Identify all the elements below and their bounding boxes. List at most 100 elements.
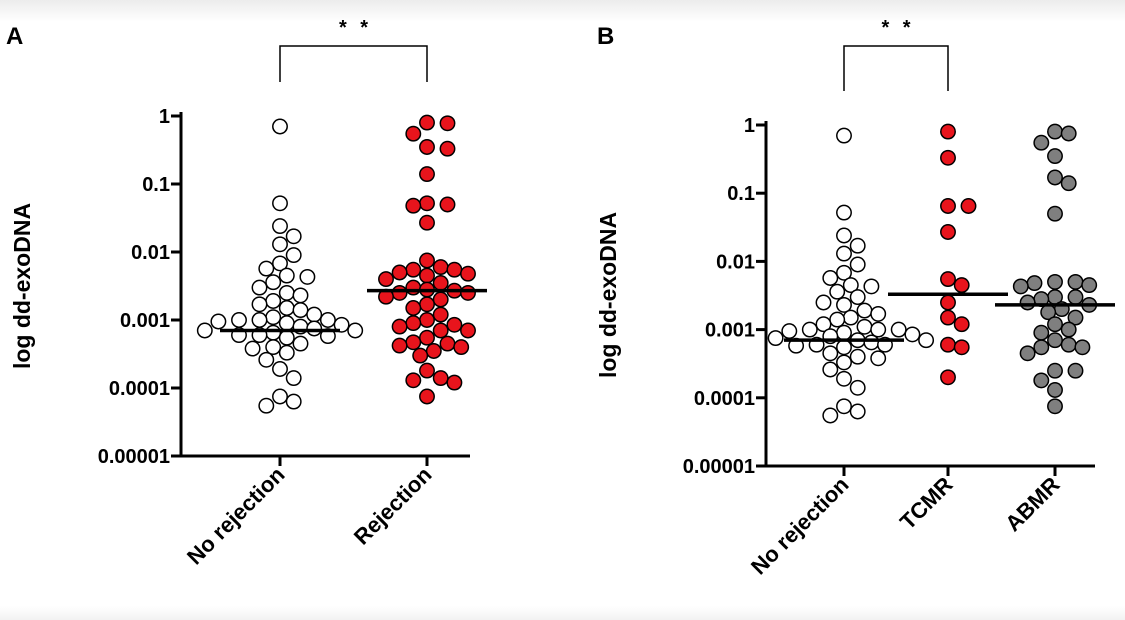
panel-b-point-abmr: [1034, 373, 1048, 387]
panel-a-point-no-rejection: [287, 229, 301, 243]
panel-b-point-no-rejection: [837, 246, 851, 260]
panel-b-category-label: ABMR: [1000, 472, 1064, 536]
panel-a-point-no-rejection: [307, 307, 321, 321]
panel-b-point-abmr: [1048, 124, 1062, 138]
panel-b-point-no-rejection: [837, 128, 851, 142]
panel-a-point-no-rejection: [280, 331, 294, 345]
panel-a-point-rejection: [392, 319, 406, 333]
panel-a-point-no-rejection: [280, 316, 294, 330]
panel-b-y-tick-label: 0.001: [705, 320, 755, 342]
panel-a-point-rejection: [440, 197, 454, 211]
panel-a-point-rejection: [434, 323, 448, 337]
panel-a-point-rejection: [461, 286, 475, 300]
panel-b-point-no-rejection: [844, 310, 858, 324]
panel-b-point-tcmr: [941, 225, 955, 239]
panel-b-point-no-rejection: [837, 228, 851, 242]
panel-b-y-tick-label: 0.0001: [694, 388, 755, 410]
panel-a-point-no-rejection: [321, 313, 335, 327]
panel-b-point-tcmr: [961, 199, 975, 213]
panel-a-point-rejection: [392, 338, 406, 352]
panel-b-point-abmr: [1068, 290, 1082, 304]
panel-b-point-no-rejection: [837, 326, 851, 340]
panel-a-point-rejection: [420, 389, 434, 403]
panel-b-y-tick-label: 1: [744, 115, 755, 137]
panel-b-y-tick-label: 0.01: [716, 251, 755, 273]
panel-b-point-tcmr: [955, 317, 969, 331]
panel-a-point-rejection: [420, 167, 434, 181]
panel-b-point-abmr: [1062, 126, 1076, 140]
panel-a-point-rejection: [379, 272, 393, 286]
panel-a-point-no-rejection: [300, 270, 314, 284]
panel-b-point-tcmr: [941, 370, 955, 384]
panel-b-point-abmr: [1048, 364, 1062, 378]
panel-a-point-no-rejection: [280, 268, 294, 282]
panel-a-significance-label: * *: [339, 17, 372, 39]
panel-a-point-rejection: [420, 331, 434, 345]
panel-b-point-tcmr: [941, 272, 955, 286]
panel-b-point-tcmr: [955, 340, 969, 354]
panel-a-y-tick-label: 1: [159, 106, 170, 128]
panel-b-point-no-rejection: [851, 290, 865, 304]
panel-b-point-no-rejection: [919, 333, 933, 347]
panel-b-point-tcmr: [955, 278, 969, 292]
panel-a-y-tick-label: 0.00001: [98, 446, 170, 468]
panel-b-point-abmr: [1048, 170, 1062, 184]
panel-a-point-rejection: [392, 265, 406, 279]
panel-a-point-rejection: [406, 316, 420, 330]
panel-label-a: A: [6, 23, 23, 50]
panel-a-point-rejection: [461, 267, 475, 281]
panel-a-point-no-rejection: [273, 196, 287, 210]
panel-b-category-label: TCMR: [895, 472, 958, 535]
panel-b-point-abmr: [1062, 176, 1076, 190]
panel-b-point-tcmr: [941, 310, 955, 324]
panel-a-point-rejection: [406, 335, 420, 349]
panel-a-point-no-rejection: [259, 353, 273, 367]
panel-a-point-rejection: [447, 375, 461, 389]
panel-b-point-tcmr: [941, 124, 955, 138]
panel-b-category-label: No rejection: [746, 472, 854, 580]
panel-a-point-rejection: [447, 263, 461, 277]
panel-b-point-no-rejection: [782, 324, 796, 338]
panel-b-point-no-rejection: [823, 362, 837, 376]
panel-a-point-no-rejection: [293, 336, 307, 350]
panel-a-point-rejection: [434, 276, 448, 290]
panel-a-point-rejection: [434, 260, 448, 274]
panel-a-point-no-rejection: [259, 399, 273, 413]
panel-a-point-rejection: [420, 268, 434, 282]
panel-b-point-no-rejection: [871, 322, 885, 336]
figure: A B 1 0.1 0.01 0.001 0.0001 0.00001 log dd-exo…: [0, 0, 1125, 620]
panel-a-point-no-rejection: [280, 286, 294, 300]
panel-b-point-no-rejection: [803, 322, 817, 336]
panel-b-point-abmr: [1048, 383, 1062, 397]
panel-b-point-abmr: [1048, 317, 1062, 331]
panel-b-point-abmr: [1027, 276, 1041, 290]
panel-b-point-abmr: [1062, 322, 1076, 336]
panel-a-point-no-rejection: [273, 389, 287, 403]
panel-a-point-rejection: [406, 301, 420, 315]
panel-a-category-label: Rejection: [349, 462, 437, 550]
panel-b-point-no-rejection: [851, 381, 865, 395]
panel-a-point-no-rejection: [348, 323, 362, 337]
panel-a-point-no-rejection: [198, 323, 212, 337]
panel-a-point-no-rejection: [273, 219, 287, 233]
panel-b-point-no-rejection: [837, 372, 851, 386]
panel-a-significance-bracket: [280, 46, 427, 82]
panel-a-point-rejection: [406, 373, 420, 387]
panel-a-point-rejection: [406, 280, 420, 294]
panel-a-point-rejection: [434, 371, 448, 385]
panel-a-point-rejection: [392, 286, 406, 300]
panel-a-y-axis-label: log dd-exoDNA: [9, 203, 35, 369]
panel-b-point-abmr: [1068, 275, 1082, 289]
panel-b-point-no-rejection: [857, 303, 871, 317]
panel-b-y-tick-label: 0.00001: [683, 456, 755, 478]
panel-b-point-no-rejection: [823, 346, 837, 360]
panel-a-point-rejection: [454, 340, 468, 354]
panel-b-point-no-rejection: [837, 355, 851, 369]
panel-b-point-no-rejection: [905, 327, 919, 341]
panel-a-point-rejection: [420, 140, 434, 154]
panel-a-point-no-rejection: [266, 275, 280, 289]
panel-label-b: B: [597, 23, 614, 50]
panel-a-point-no-rejection: [252, 280, 266, 294]
panel-a-point-rejection: [434, 307, 448, 321]
panel-a-point-no-rejection: [266, 310, 280, 324]
